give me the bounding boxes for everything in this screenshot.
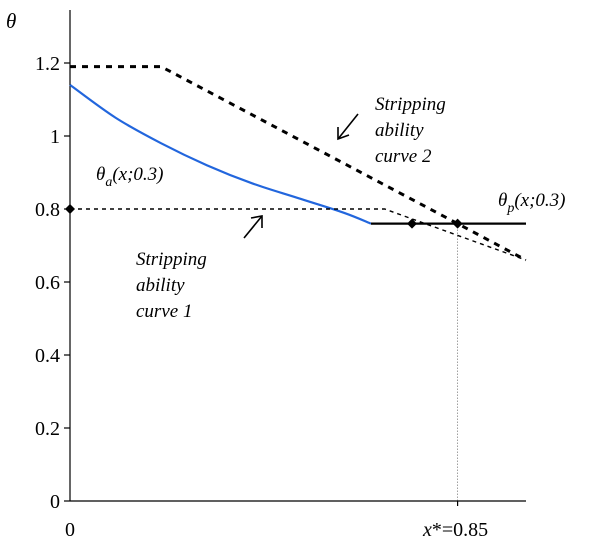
marker-curve1-intersection: [407, 218, 417, 229]
y-tick-label: 0.8: [35, 199, 60, 221]
y-tick-label: 1: [50, 126, 60, 148]
y-tick-label: 0.4: [35, 345, 60, 367]
marker-y-0.8: [65, 204, 75, 214]
series-theta_a: [69, 84, 372, 225]
label-theta-p: θp(x;0.3): [498, 190, 566, 216]
label-theta-a-symbol: θ: [96, 164, 105, 185]
arrow-curve2: [337, 113, 359, 141]
series-curve1: [70, 208, 527, 261]
label-theta-a: θa(x;0.3): [96, 164, 164, 190]
x-tick-label-value: *=0.85: [432, 519, 488, 541]
label-theta-p-sub: p: [506, 201, 514, 216]
label-curve2-line1: Stripping: [375, 94, 446, 115]
x-tick-label: x*=0.85: [422, 519, 488, 541]
label-curve1-line3: curve 1: [136, 301, 192, 322]
marker-curve2-intersection: [452, 218, 463, 229]
label-curve2-line3: curve 2: [375, 146, 432, 167]
label-curve1-line2: ability: [136, 275, 185, 296]
label-theta-p-symbol: θ: [498, 190, 507, 211]
y-tick-label: 0: [50, 491, 60, 513]
y-tick-label: 0.2: [35, 418, 60, 440]
label-curve1-line1: Stripping: [136, 249, 207, 270]
arrow-curve1: [243, 215, 263, 239]
y-tick-label: 1.2: [35, 53, 60, 75]
label-theta-p-rest: (x;0.3): [514, 190, 565, 211]
x-tick-label: 0: [65, 519, 75, 541]
label-theta-a-rest: (x;0.3): [112, 164, 163, 185]
x-tick-label-var: x: [422, 519, 432, 541]
y-axis-label: θ: [6, 9, 16, 33]
label-curve2-line2: ability: [375, 120, 424, 141]
y-tick-label: 0.6: [35, 272, 60, 294]
label-theta-a-sub: a: [105, 175, 112, 190]
